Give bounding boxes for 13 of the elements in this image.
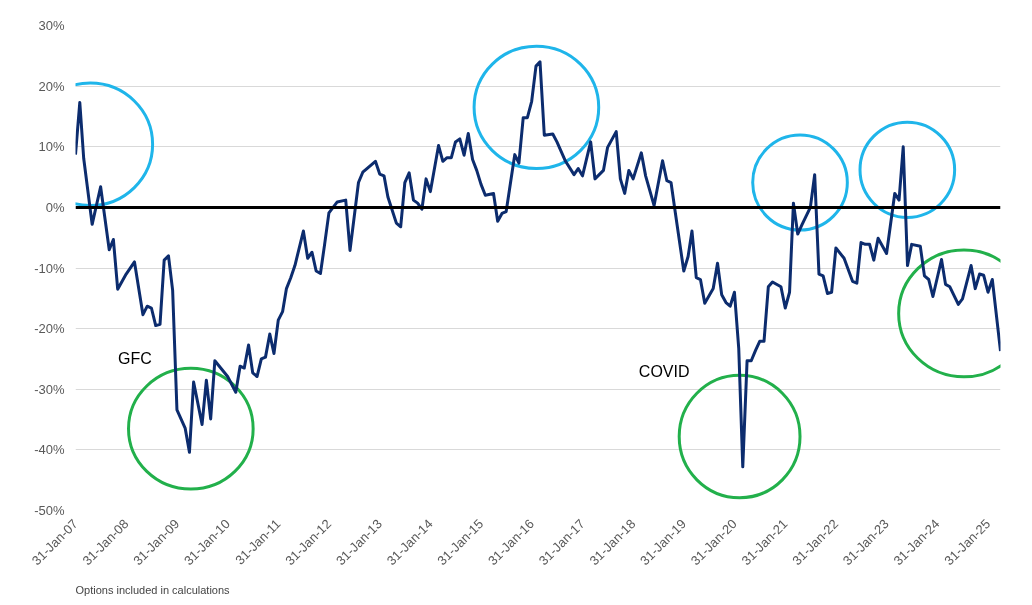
y-tick-label: -40% <box>34 442 65 458</box>
y-tick-label: 20% <box>38 78 65 94</box>
y-tick-label: -30% <box>34 381 65 397</box>
y-tick-label: -20% <box>34 321 65 337</box>
text: Options included in calculations <box>75 583 231 596</box>
annotation: GFC <box>118 349 152 367</box>
line-series <box>75 60 1001 469</box>
annotation: COVID <box>638 362 690 380</box>
y-tick-label: -10% <box>34 260 65 276</box>
y-tick-label: -50% <box>34 503 65 518</box>
y-tick-label: 30% <box>38 18 65 33</box>
y-tick-label: 0% <box>45 199 65 215</box>
y-tick-label: 10% <box>38 139 65 155</box>
